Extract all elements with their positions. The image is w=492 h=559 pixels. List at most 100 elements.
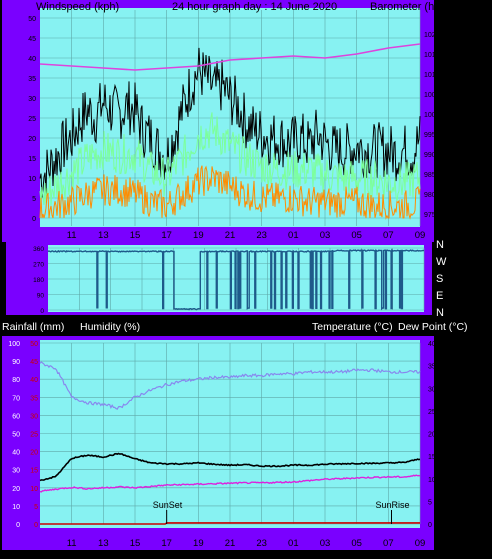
rainfall-axis-title: Rainfall (mm) <box>2 321 64 333</box>
baro-tick-label: 990 <box>424 152 436 159</box>
wind-tick-label: 10 <box>28 176 36 183</box>
baro-tick-label: 985 <box>424 172 436 179</box>
humidity-axis-title: Humidity (%) <box>80 321 140 333</box>
wind-x-tick-label: 09 <box>415 230 426 241</box>
wind-tick-label: 40 <box>28 56 36 63</box>
graph-date-title: 24 hour graph day : 14 June 2020 <box>172 1 337 13</box>
humidity-tick-label: 60 <box>12 413 20 420</box>
wind-tick-label: 30 <box>28 96 36 103</box>
baro-tick-label: 995 <box>424 132 436 139</box>
wind-low-line <box>39 165 421 220</box>
wind-average-line <box>39 112 421 206</box>
direction-label-s: S <box>436 273 443 285</box>
rain-tick-label: 10 <box>30 486 38 493</box>
temperature-tick-label: 5 <box>428 499 432 506</box>
dew-point-line <box>39 474 421 493</box>
baro-tick-label: 1005 <box>424 92 440 99</box>
windspeed-axis-title: Windspeed (kph) <box>36 1 119 13</box>
humidity-tick-label: 30 <box>12 468 20 475</box>
lower-x-tick-label: 17 <box>161 538 172 549</box>
lower-x-tick-label: 23 <box>256 538 267 549</box>
lower-x-tick-label: 13 <box>98 538 109 549</box>
temperature-tick-label: 15 <box>428 454 436 461</box>
wind-x-tick-label: 19 <box>193 230 204 241</box>
direction-tick-label: 0 <box>40 308 44 315</box>
humidity-tick-label: 70 <box>12 395 20 402</box>
lower-x-tick-label: 01 <box>288 538 299 549</box>
wind-tick-label: 20 <box>28 136 36 143</box>
humidity-tick-label: 40 <box>12 450 20 457</box>
humidity-tick-label: 0 <box>16 522 20 529</box>
temperature-tick-label: 20 <box>428 432 436 439</box>
humidity-tick-label: 50 <box>12 432 20 439</box>
rainfall-line <box>40 522 420 525</box>
humidity-tick-label: 100 <box>8 341 20 348</box>
wind-x-tick-label: 13 <box>98 230 109 241</box>
direction-tick-label: 90 <box>37 293 45 300</box>
wind-tick-label: 35 <box>28 76 36 83</box>
direction-tick-label: 270 <box>33 262 44 269</box>
humidity-line <box>39 361 421 410</box>
baro-tick-label: 1020 <box>424 32 440 39</box>
wind-tick-label: 15 <box>28 156 36 163</box>
direction-label-e: E <box>436 290 443 302</box>
humidity-tick-label: 90 <box>12 359 20 366</box>
tick-labels: 0510152025303540455097598098599099510001… <box>8 16 439 549</box>
baro-tick-label: 1015 <box>424 52 440 59</box>
wind-tick-label: 50 <box>28 16 36 23</box>
temperature-tick-label: 25 <box>428 409 436 416</box>
rain-tick-label: 5 <box>34 504 38 511</box>
direction-label-n-top: N <box>436 239 444 251</box>
barometer-axis-title: Barometer (hpa) <box>370 1 450 13</box>
direction-label-n-bottom: N <box>436 307 444 319</box>
wind-x-tick-label: 17 <box>161 230 172 241</box>
wind-x-tick-label: 07 <box>383 230 394 241</box>
temperature-tick-label: 35 <box>428 364 436 371</box>
rain-tick-label: 15 <box>30 468 38 475</box>
wind-x-tick-label: 15 <box>130 230 141 241</box>
lower-x-tick-label: 03 <box>320 538 331 549</box>
wind-x-tick-label: 03 <box>320 230 331 241</box>
wind-x-tick-label: 23 <box>256 230 267 241</box>
wind-x-tick-label: 11 <box>67 230 77 241</box>
rain-tick-label: 25 <box>30 432 38 439</box>
sunrise-label: SunRise <box>376 500 410 510</box>
lower-x-tick-label: 09 <box>415 538 426 549</box>
temperature-axis-title: Temperature (°C) <box>312 321 393 333</box>
wind-x-tick-label: 21 <box>225 230 236 241</box>
wind-direction-line <box>47 248 424 311</box>
temperature-tick-label: 40 <box>428 341 436 348</box>
baro-tick-label: 1010 <box>424 72 440 79</box>
rain-tick-label: 20 <box>30 450 38 457</box>
baro-tick-label: 975 <box>424 212 436 219</box>
lower-x-tick-label: 05 <box>351 538 362 549</box>
rain-tick-label: 30 <box>30 413 38 420</box>
sunset-label: SunSet <box>153 500 183 510</box>
wind-tick-label: 0 <box>32 216 36 223</box>
wind-x-tick-label: 05 <box>351 230 362 241</box>
temperature-tick-label: 30 <box>428 386 436 393</box>
humidity-tick-label: 20 <box>12 486 20 493</box>
wind-x-tick-label: 01 <box>288 230 299 241</box>
lower-x-tick-label: 19 <box>193 538 204 549</box>
humidity-tick-label: 10 <box>12 504 20 511</box>
barometer-line <box>39 43 421 71</box>
chart-series <box>39 43 424 525</box>
temperature-tick-label: 10 <box>428 477 436 484</box>
lower-x-tick-label: 21 <box>225 538 236 549</box>
rain-tick-label: 35 <box>30 395 38 402</box>
lower-x-tick-label: 11 <box>67 538 77 549</box>
humidity-tick-label: 80 <box>12 377 20 384</box>
dew-point-axis-title: Dew Point (°C) <box>398 321 468 333</box>
temperature-line <box>39 452 421 482</box>
baro-tick-label: 1000 <box>424 112 440 119</box>
lower-x-tick-label: 07 <box>383 538 394 549</box>
wind-tick-label: 5 <box>32 196 36 203</box>
lower-x-tick-label: 15 <box>130 538 141 549</box>
direction-tick-label: 180 <box>33 277 44 284</box>
baro-tick-label: 980 <box>424 192 436 199</box>
rain-tick-label: 0 <box>34 522 38 529</box>
rain-tick-label: 50 <box>30 341 38 348</box>
